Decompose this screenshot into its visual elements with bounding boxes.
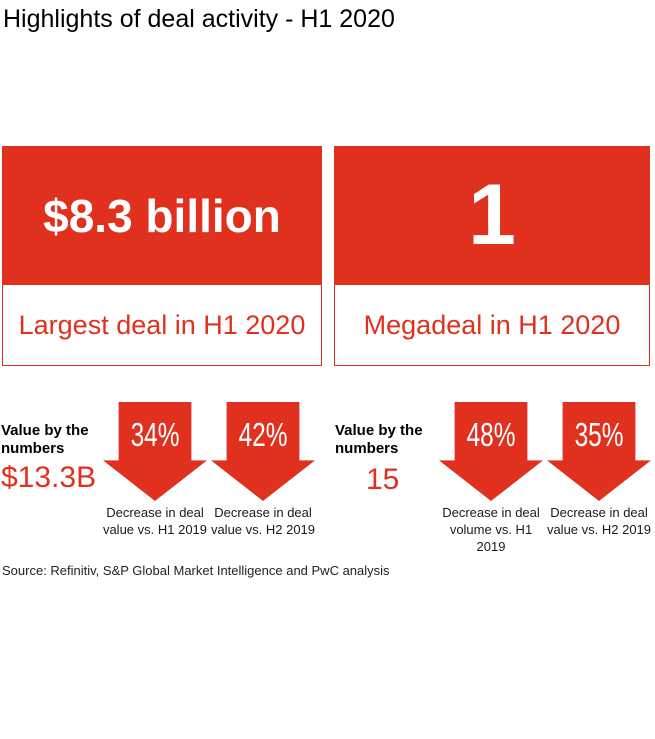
decrease-percent: 42% xyxy=(238,416,288,453)
largest-deal-label: Largest deal in H1 2020 xyxy=(2,285,322,366)
megadeal-value: 1 xyxy=(334,146,650,285)
value-by-numbers-heading-right: Value by the numbers xyxy=(335,422,423,457)
decrease-caption: Decrease in deal volume vs. H1 2019 xyxy=(442,505,540,554)
decrease-arrow-icon: 34% xyxy=(103,402,207,501)
decrease-caption: Decrease in deal value vs. H2 2019 xyxy=(546,505,652,537)
decrease-caption: Decrease in deal value vs. H2 2019 xyxy=(210,505,316,537)
page-title: Highlights of deal activity - H1 2020 xyxy=(3,5,395,33)
deal-value-figure: $13.3B xyxy=(1,461,97,494)
value-by-numbers-heading-left: Value by the numbers xyxy=(1,422,89,457)
decrease-caption: Decrease in deal value vs. H1 2019 xyxy=(102,505,208,537)
deal-volume-figure: 15 xyxy=(366,463,400,496)
largest-deal-value: $8.3 billion xyxy=(2,146,322,285)
decrease-percent: 35% xyxy=(574,416,624,453)
source-attribution: Source: Refinitiv, S&P Global Market Int… xyxy=(2,563,390,578)
stat-card-largest-deal: $8.3 billion Largest deal in H1 2020 xyxy=(2,146,322,366)
decrease-arrow-icon: 42% xyxy=(211,402,315,501)
stat-card-megadeal: 1 Megadeal in H1 2020 xyxy=(334,146,650,366)
decrease-percent: 34% xyxy=(130,416,180,453)
decrease-arrow-icon: 35% xyxy=(547,402,651,501)
megadeal-label: Megadeal in H1 2020 xyxy=(334,285,650,366)
decrease-percent: 48% xyxy=(466,416,516,453)
decrease-arrow-icon: 48% xyxy=(439,402,543,501)
